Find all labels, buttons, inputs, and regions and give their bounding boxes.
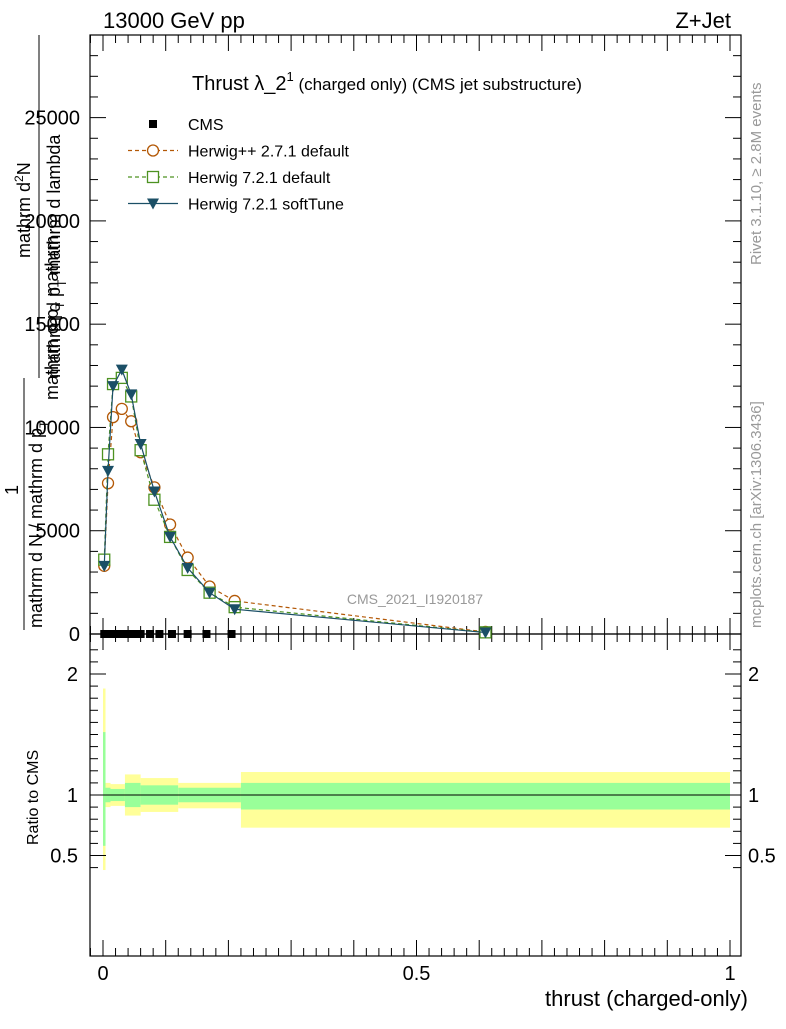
data-point — [181, 562, 194, 574]
ratio-y-tick-label: 2 — [67, 664, 78, 686]
x-tick-label: 1 — [724, 963, 735, 985]
ratio-y-tick-label: 0.5 — [50, 846, 78, 868]
legend-label: CMS — [188, 117, 224, 134]
main-y-axis-label: mathrm d2N mathrm d pT mathrm d lambda 1… — [2, 35, 69, 630]
series-cms — [100, 630, 236, 638]
axis-tick-labels: 0 5000 10000 15000 20000 25000 0 0.5 1 0.5 0.5 1 1 2 2 — [24, 108, 775, 985]
data-point — [107, 381, 120, 393]
data-point — [134, 438, 147, 450]
legend-item: Herwig 7.2.1 softTune — [128, 197, 344, 214]
ratio-y-axis-label: Ratio to CMS — [25, 750, 42, 845]
header-right: Z+Jet — [675, 8, 731, 33]
data-point — [106, 410, 120, 424]
ratio-y-tick-label-right: 0.5 — [748, 846, 776, 868]
data-point — [112, 630, 121, 638]
svg-text:1: 1 — [2, 485, 22, 495]
data-point — [202, 630, 211, 638]
ratio-y-tick-label-right: 2 — [748, 664, 759, 686]
data-point — [115, 402, 128, 416]
data-point — [148, 486, 161, 498]
svg-text:mathrm d N / mathrm d pT: mathrm d N / mathrm d pT — [26, 420, 51, 628]
svg-text:mathrm d2N: mathrm d2N — [12, 162, 34, 258]
y-tick-label: 20000 — [24, 211, 80, 233]
data-point — [136, 630, 145, 638]
svg-text:mathrm d pT mathrm d lambda: mathrm d pT mathrm d lambda — [44, 134, 69, 378]
data-point — [108, 630, 117, 638]
legend-item: Herwig 7.2.1 default — [128, 170, 331, 187]
x-tick-label: 0 — [97, 963, 108, 985]
legend: CMS Herwig++ 2.7.1 default Herwig 7.2.1 de… — [128, 117, 350, 214]
data-point — [104, 630, 113, 638]
y-tick-label: 15000 — [24, 314, 80, 336]
analysis-watermark: CMS_2021_I1920187 — [347, 591, 483, 607]
y-tick-label: 5000 — [36, 521, 81, 543]
series-herwig-7-2-1-softtune — [98, 364, 492, 639]
ratio-bands — [103, 688, 730, 871]
legend-label: Herwig++ 2.7.1 default — [188, 144, 350, 161]
legend-label: Herwig 7.2.1 softTune — [188, 197, 344, 214]
y-tick-label: 0 — [69, 624, 80, 646]
data-point — [155, 630, 164, 638]
rivet-label: Rivet 3.1.10, ≥ 2.8M events — [748, 83, 765, 266]
y-tick-label: 25000 — [24, 108, 80, 130]
data-point — [115, 364, 128, 376]
legend-item: Herwig++ 2.7.1 default — [128, 144, 350, 161]
data-point — [130, 630, 139, 638]
stat-uncertainty-band — [103, 732, 106, 846]
data-point — [227, 630, 236, 638]
y-tick-label: 10000 — [24, 417, 80, 439]
data-point — [117, 630, 126, 638]
svg-text:mathrm d pT mathrm: mathrm d pT mathrm — [42, 236, 67, 400]
data-point — [102, 465, 115, 477]
data-point — [167, 630, 176, 638]
header-left: 13000 GeV pp — [103, 8, 245, 33]
data-point — [98, 560, 111, 572]
ratio-y-tick-label-right: 1 — [748, 785, 759, 807]
x-tick-label: 0.5 — [403, 963, 431, 985]
data-point — [228, 604, 241, 616]
data-point — [146, 630, 155, 638]
legend-label: Herwig 7.2.1 default — [188, 170, 331, 187]
legend-marker — [146, 170, 160, 184]
data-point — [164, 531, 177, 543]
data-point — [203, 587, 216, 599]
data-point — [101, 448, 115, 461]
legend-marker — [149, 120, 157, 128]
series-line — [103, 368, 486, 634]
data-point — [125, 389, 138, 401]
data-point — [183, 630, 192, 638]
ratio-y-tick-label: 1 — [67, 785, 78, 807]
data-point — [479, 627, 492, 639]
plot-title: Thrust λ_21 (charged only) (CMS jet subs… — [192, 69, 582, 95]
legend-item: CMS — [149, 117, 224, 134]
legend-marker — [147, 198, 159, 210]
x-axis-label: thrust (charged-only) — [545, 986, 748, 1011]
mcplots-label: mcplots.cern.ch [arXiv:1306.3436] — [748, 401, 765, 628]
data-point — [124, 630, 133, 638]
series-layer — [98, 364, 492, 639]
stat-uncertainty-band — [240, 782, 730, 810]
legend-marker — [146, 144, 160, 157]
